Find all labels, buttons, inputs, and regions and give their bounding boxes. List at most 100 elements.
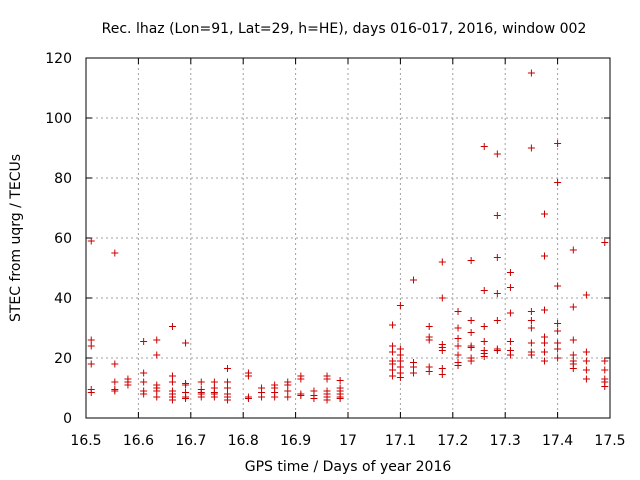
data-points [87, 69, 609, 404]
data-point [554, 354, 562, 362]
data-point [389, 342, 397, 350]
data-point [223, 365, 231, 372]
data-point [87, 336, 95, 344]
data-point [467, 329, 475, 336]
y-tick-labels: 0 20 40 60 80 100 120 [45, 51, 72, 427]
data-point [87, 389, 95, 396]
x-tick-label: 16.8 [228, 433, 259, 449]
data-point [480, 353, 488, 360]
data-point [454, 335, 462, 342]
data-point [389, 372, 397, 380]
data-point [140, 369, 148, 377]
data-point [527, 317, 535, 324]
x-tick-label: 17.3 [490, 433, 521, 449]
data-point [454, 308, 462, 315]
data-point [284, 387, 292, 395]
data-point [396, 374, 404, 381]
data-point [601, 366, 609, 374]
data-point [467, 344, 475, 351]
y-tick-label: 20 [54, 351, 72, 367]
data-point [506, 284, 514, 291]
data-point [396, 351, 404, 359]
data-point [396, 345, 404, 353]
data-point [153, 387, 161, 395]
data-point [582, 375, 590, 383]
data-point [569, 246, 577, 254]
data-point [223, 378, 231, 386]
data-point [438, 294, 446, 302]
data-point [323, 396, 331, 404]
data-point [467, 257, 475, 264]
data-point [87, 342, 95, 350]
data-point [244, 372, 252, 380]
data-point [223, 384, 231, 392]
grid-lines [86, 58, 610, 418]
plot-frame [85, 57, 611, 419]
data-point [506, 309, 514, 317]
data-point [493, 212, 501, 219]
data-point [527, 69, 535, 77]
x-tick-label: 17.2 [437, 433, 468, 449]
data-point [438, 347, 446, 354]
data-point [182, 395, 190, 402]
data-point [554, 320, 562, 327]
data-point [541, 357, 548, 365]
data-point [284, 393, 292, 401]
data-point [527, 339, 535, 347]
data-point [506, 338, 514, 345]
data-point [140, 338, 148, 345]
data-point [410, 363, 417, 371]
data-point [389, 321, 397, 329]
y-tick-label: 120 [45, 51, 72, 67]
data-point [541, 339, 548, 347]
data-point [506, 351, 514, 359]
x-axis-label: GPS time / Days of year 2016 [245, 459, 452, 475]
data-point [467, 357, 475, 365]
data-point [223, 396, 231, 404]
y-tick-label: 60 [54, 231, 72, 247]
data-point [389, 348, 397, 356]
data-point [438, 365, 446, 372]
data-point [480, 338, 488, 345]
data-point [541, 306, 548, 314]
x-tick-label: 17.5 [594, 433, 625, 449]
data-point [297, 375, 305, 383]
data-point [396, 302, 404, 309]
y-tick-label: 80 [54, 171, 72, 187]
data-point [541, 333, 548, 341]
data-point [111, 249, 119, 257]
x-tick-label: 17 [339, 433, 357, 449]
data-point [140, 378, 148, 386]
data-point [493, 347, 501, 354]
data-point [124, 381, 132, 389]
data-point [454, 324, 462, 332]
data-point [438, 371, 446, 378]
data-point [527, 324, 535, 332]
data-point [140, 390, 148, 398]
data-point [284, 381, 292, 389]
data-point [438, 258, 446, 266]
data-point [527, 308, 535, 315]
data-point [493, 290, 501, 297]
y-axis-label: STEC from uqrg / TECUs [8, 154, 24, 322]
data-point [389, 366, 397, 374]
x-tick-label: 16.7 [175, 433, 206, 449]
data-point [111, 360, 119, 368]
data-point [554, 345, 562, 353]
data-point [601, 239, 609, 246]
data-point [396, 363, 404, 371]
data-point [601, 357, 609, 365]
data-point [153, 393, 161, 401]
data-point [527, 144, 535, 152]
x-tick-label: 16.9 [280, 433, 311, 449]
data-point [336, 377, 344, 384]
data-point [569, 303, 577, 311]
data-point [210, 393, 218, 401]
x-tick-label: 17.1 [385, 433, 416, 449]
data-point [389, 360, 397, 368]
data-point [601, 383, 609, 390]
data-point [323, 375, 331, 383]
data-point [541, 210, 548, 218]
